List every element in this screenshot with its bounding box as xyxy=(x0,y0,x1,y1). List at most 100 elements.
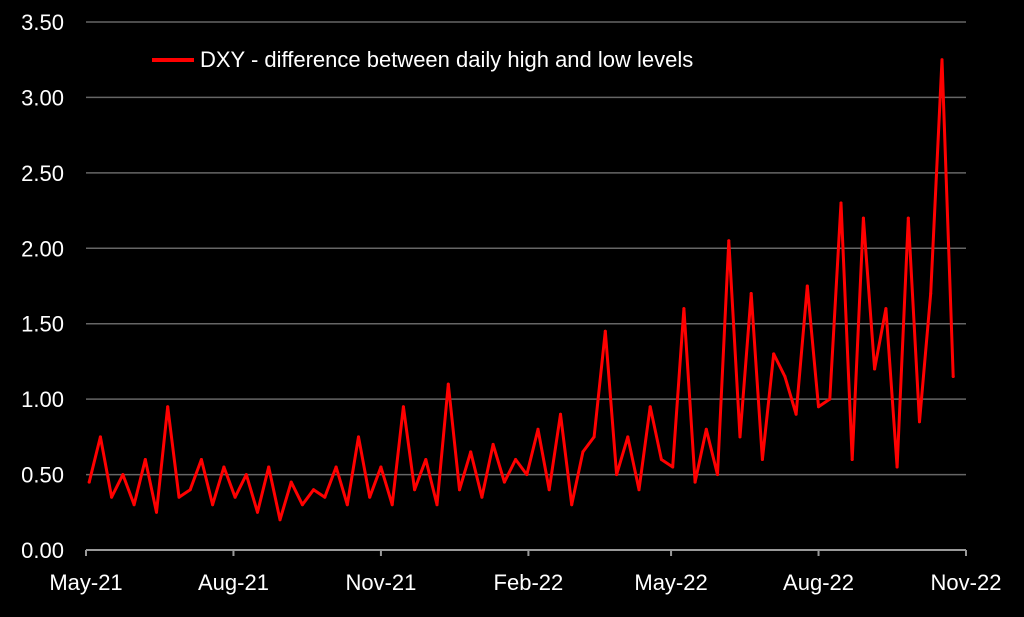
y-tick-label: 1.50 xyxy=(21,312,64,337)
data-point xyxy=(559,412,562,416)
data-point xyxy=(424,458,428,461)
data-point xyxy=(480,495,484,499)
data-point xyxy=(244,473,248,477)
data-point xyxy=(817,405,820,409)
data-point xyxy=(98,435,102,439)
data-point xyxy=(850,458,854,461)
data-point xyxy=(570,503,574,507)
data-point xyxy=(401,405,405,409)
data-point xyxy=(693,480,697,484)
series-line-dxy-range xyxy=(87,58,955,522)
data-point xyxy=(233,495,237,499)
series-layer xyxy=(87,58,955,522)
data-point xyxy=(592,435,596,439)
data-point xyxy=(491,442,495,446)
data-point xyxy=(435,503,439,507)
data-point xyxy=(188,488,192,492)
y-tick-label: 3.50 xyxy=(21,10,64,35)
legend: DXY - difference between daily high and … xyxy=(152,47,693,72)
y-tick-label: 2.50 xyxy=(21,161,64,186)
data-point xyxy=(390,503,394,507)
data-point xyxy=(772,352,776,356)
data-point xyxy=(525,473,529,477)
data-point xyxy=(458,488,461,492)
data-point xyxy=(143,458,147,461)
data-point xyxy=(783,375,787,378)
data-point xyxy=(166,405,170,409)
data-point xyxy=(379,465,383,469)
data-point xyxy=(323,495,327,499)
y-tick-label: 0.00 xyxy=(21,538,64,563)
data-point xyxy=(256,510,259,514)
data-point xyxy=(87,480,91,484)
x-tick-label: May-21 xyxy=(49,570,122,595)
data-point xyxy=(514,458,518,461)
data-point xyxy=(278,518,282,522)
data-point xyxy=(345,503,349,507)
x-tick-label: May-22 xyxy=(634,570,707,595)
x-tick-label: Nov-22 xyxy=(931,570,1002,595)
data-point xyxy=(671,465,675,469)
data-point xyxy=(446,382,450,386)
data-point xyxy=(177,495,181,499)
data-point xyxy=(929,292,933,295)
data-point xyxy=(727,239,731,243)
x-tick-label: Feb-22 xyxy=(494,570,564,595)
data-point xyxy=(828,397,832,401)
y-tick-label: 1.00 xyxy=(21,387,64,412)
data-point xyxy=(738,435,742,439)
data-point xyxy=(132,503,136,507)
data-point xyxy=(368,495,372,499)
x-tick-label: Nov-21 xyxy=(345,570,416,595)
y-tick-label: 3.00 xyxy=(21,85,64,110)
data-point xyxy=(469,450,473,454)
data-point xyxy=(940,58,944,62)
axes: 0.00 0.50 1.00 1.50 2.00 2.50 3.00 3.50 May-21 Au… xyxy=(21,10,1001,595)
x-tick-label: Aug-21 xyxy=(198,570,269,595)
data-point xyxy=(547,488,551,492)
data-point xyxy=(121,473,125,477)
data-point xyxy=(536,427,540,431)
data-point xyxy=(581,450,585,454)
data-point xyxy=(615,473,619,477)
data-point xyxy=(357,435,360,439)
data-point xyxy=(682,307,686,311)
data-point xyxy=(918,420,921,424)
data-point xyxy=(637,488,641,492)
data-point xyxy=(760,458,764,461)
data-point xyxy=(884,307,888,311)
data-point xyxy=(704,427,708,431)
data-point xyxy=(749,292,753,295)
data-point xyxy=(222,465,226,469)
data-point xyxy=(659,458,663,461)
data-point xyxy=(626,435,630,439)
data-point xyxy=(805,284,809,288)
y-tick-label: 0.50 xyxy=(21,463,64,488)
x-tick-label: Aug-22 xyxy=(783,570,854,595)
data-point xyxy=(794,412,798,416)
data-point xyxy=(267,465,271,469)
data-point xyxy=(906,216,910,220)
data-point xyxy=(839,201,843,205)
data-point xyxy=(861,216,865,220)
data-point xyxy=(951,375,955,378)
y-tick-label: 2.00 xyxy=(21,236,64,261)
data-point xyxy=(199,458,203,461)
data-point xyxy=(895,465,899,469)
grid-lines xyxy=(86,21,966,476)
legend-label: DXY - difference between daily high and … xyxy=(200,47,693,72)
data-point xyxy=(413,488,417,492)
data-point xyxy=(502,480,506,484)
data-point xyxy=(110,495,114,499)
data-point xyxy=(603,329,607,333)
data-point xyxy=(648,405,652,409)
data-point xyxy=(716,473,719,477)
data-point xyxy=(155,510,158,514)
data-point xyxy=(289,480,293,484)
data-point xyxy=(312,488,316,492)
data-point xyxy=(211,503,215,507)
data-point xyxy=(873,367,877,371)
